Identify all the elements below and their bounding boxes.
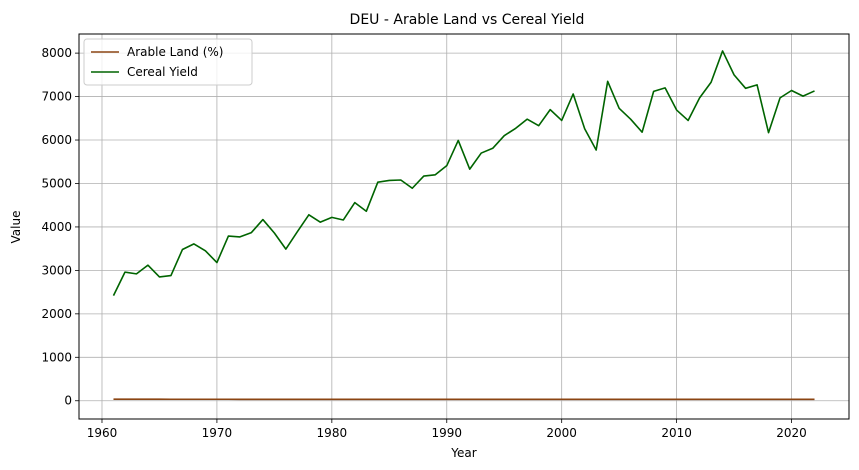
x-tick-label: 1980: [317, 426, 348, 440]
y-axis-label: Value: [9, 211, 23, 244]
series-line-1: [112, 50, 815, 296]
y-tick-label: 4000: [41, 220, 72, 234]
legend-label: Arable Land (%): [127, 45, 224, 59]
legend-box: [83, 38, 253, 86]
y-tick-label: 7000: [41, 90, 72, 104]
x-axis-label: Year: [450, 446, 476, 460]
legend: Arable Land (%) Cereal Yield: [83, 38, 253, 86]
x-tick-label: 1970: [202, 426, 233, 440]
y-tick-label: 0: [64, 394, 72, 408]
y-tick-label: 8000: [41, 46, 72, 60]
x-tick-label: 1990: [431, 426, 462, 440]
y-axis-ticks: 0 1000 2000 3000 4000 5000 6000 7000 8000: [41, 46, 79, 408]
plot-frame: [78, 33, 850, 420]
x-tick-label: 1960: [87, 426, 118, 440]
y-tick-label: 3000: [41, 263, 72, 277]
grid-lines: [79, 34, 849, 419]
series-layer: [112, 50, 815, 401]
legend-label: Cereal Yield: [127, 65, 198, 79]
x-tick-label: 2010: [661, 426, 692, 440]
x-tick-label: 2020: [776, 426, 807, 440]
chart-title: DEU - Arable Land vs Cereal Yield: [350, 12, 585, 28]
y-tick-label: 6000: [41, 133, 72, 147]
y-tick-label: 5000: [41, 176, 72, 190]
x-axis-ticks: 1960 1970 1980 1990 2000 2010 2020: [87, 419, 807, 440]
y-tick-label: 1000: [41, 350, 72, 364]
x-tick-label: 2000: [546, 426, 577, 440]
y-tick-label: 2000: [41, 307, 72, 321]
